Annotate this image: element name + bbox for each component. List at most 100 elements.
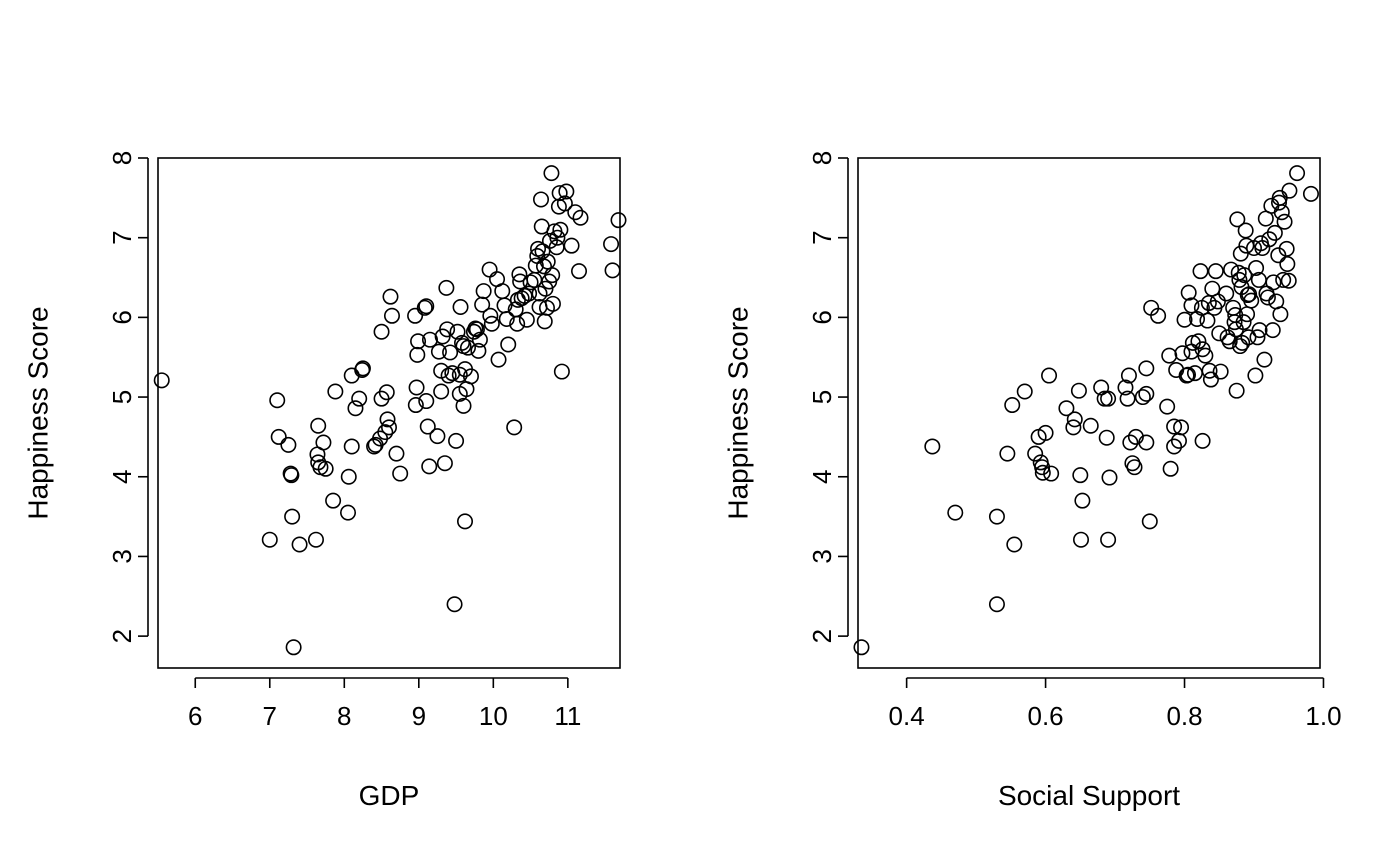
data-point (518, 311, 535, 328)
data-point (1256, 351, 1273, 368)
data-point (1073, 531, 1090, 548)
data-point (455, 397, 472, 414)
data-point (533, 191, 550, 208)
data-point (498, 310, 515, 327)
data-point (1259, 289, 1276, 306)
data-point (410, 333, 427, 350)
data-point (490, 351, 507, 368)
data-point (377, 424, 394, 441)
data-point (442, 344, 459, 361)
data-point (459, 339, 476, 356)
data-point (482, 307, 499, 324)
data-point (439, 321, 456, 338)
data-point (1166, 438, 1183, 455)
data-point (1266, 224, 1283, 241)
y-tick-label: 6 (107, 310, 137, 324)
data-point (1237, 222, 1254, 239)
data-point (1034, 464, 1051, 481)
data-point (1202, 371, 1219, 388)
data-point (280, 436, 297, 453)
data-point (947, 504, 964, 521)
gdp-scatter-panel: 6 7 8 9 10 11 2 3 4 5 6 7 8 GDP Happiness Score (23, 151, 627, 811)
data-point (470, 342, 487, 359)
y-axis-title: Happiness Score (23, 306, 54, 519)
data-point (1174, 345, 1191, 362)
plot-frame (157, 157, 621, 669)
data-point (1302, 185, 1319, 202)
data-point (1065, 419, 1082, 436)
data-point (1272, 306, 1289, 323)
data-point (1240, 329, 1257, 346)
data-point (1166, 418, 1183, 435)
data-point (1180, 284, 1197, 301)
data-point (1251, 322, 1268, 339)
data-point (999, 445, 1016, 462)
data-point (451, 366, 468, 383)
x-tick-label: 7 (263, 701, 277, 731)
data-point (1265, 274, 1282, 291)
data-point (552, 221, 569, 238)
data-point (340, 504, 357, 521)
data-point (452, 299, 469, 316)
data-point (475, 283, 492, 300)
y-axis-title: Happiness Score (723, 306, 754, 519)
data-point (1134, 389, 1151, 406)
data-point (153, 372, 170, 389)
data-point (1072, 467, 1089, 484)
data-point (509, 315, 526, 332)
data-point (1247, 367, 1264, 384)
data-point (468, 321, 485, 338)
x-axis-title: GDP (359, 780, 420, 811)
data-point (1150, 307, 1167, 324)
data-point (1120, 367, 1137, 384)
data-point (536, 313, 553, 330)
data-point (1212, 363, 1229, 380)
data-point (1273, 204, 1290, 221)
data-point (373, 390, 390, 407)
data-point (433, 383, 450, 400)
data-point (1226, 314, 1243, 331)
data-point (310, 417, 327, 434)
data-point (988, 508, 1005, 525)
data-point (373, 323, 390, 340)
x-tick-label: 11 (554, 701, 581, 731)
data-point (448, 432, 465, 449)
y-tick-label: 8 (107, 151, 137, 165)
data-point (421, 331, 438, 348)
data-point (409, 346, 426, 363)
data-point (1207, 263, 1224, 280)
data-point (1162, 460, 1179, 477)
data-point (1232, 245, 1249, 262)
data-point (494, 283, 511, 300)
y-tick-label: 4 (807, 470, 837, 484)
data-point (315, 434, 332, 451)
data-point (604, 262, 621, 279)
plot-frame (857, 157, 1321, 669)
data-point (285, 639, 302, 656)
data-point (535, 258, 552, 275)
data-point (1209, 293, 1226, 310)
data-point (1194, 432, 1211, 449)
data-point (284, 508, 301, 525)
data-point (500, 336, 517, 353)
y-tick-label: 3 (807, 549, 837, 563)
x-tick-label: 8 (337, 701, 351, 731)
x-tick-label: 9 (412, 701, 426, 731)
data-point (383, 307, 400, 324)
data-point (1232, 338, 1249, 355)
x-tick-label: 10 (479, 701, 508, 731)
social-support-scatter-panel: 0.4 0.6 0.8 1.0 2 3 4 5 6 7 8 Social Support Happine… (723, 151, 1342, 811)
y-tick-label: 5 (807, 390, 837, 404)
data-point (1066, 411, 1083, 428)
data-point (343, 438, 360, 455)
data-point (1122, 434, 1139, 451)
data-point (1231, 271, 1248, 288)
data-point (1223, 261, 1240, 278)
data-point (1289, 165, 1306, 182)
data-point (270, 428, 287, 445)
data-point (1119, 390, 1136, 407)
data-point (543, 165, 560, 182)
data-point (522, 274, 539, 291)
data-point (408, 379, 425, 396)
